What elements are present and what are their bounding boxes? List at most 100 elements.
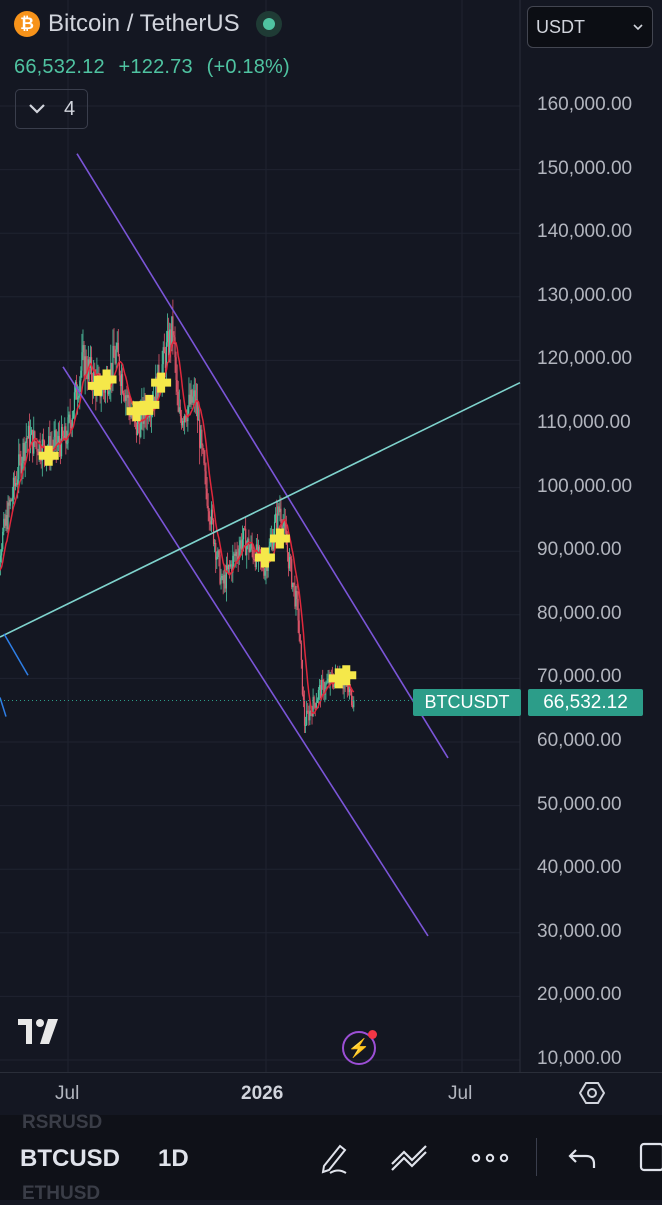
candle-body [226, 566, 227, 589]
candle-body [29, 426, 30, 450]
more-icon[interactable] [470, 1140, 510, 1176]
candle-body [80, 371, 81, 381]
currency-select[interactable]: USDT [527, 6, 653, 48]
interval-selector[interactable]: 1D [158, 1145, 189, 1173]
candle-body [19, 454, 20, 456]
candle-body [244, 529, 245, 530]
candle-body [163, 347, 164, 364]
candle-body [223, 576, 224, 583]
candle-body [295, 591, 296, 607]
symbol-title[interactable]: Bitcoin / TetherUS [48, 10, 240, 38]
candle-body [178, 392, 179, 412]
candle-body [320, 685, 321, 698]
candle-body [292, 583, 293, 587]
candle-body [168, 331, 169, 355]
flash-icon[interactable]: ⚡ [342, 1031, 376, 1065]
candle-body [170, 329, 171, 345]
candle-body [227, 566, 228, 570]
candle-body [193, 396, 194, 402]
candle-body [298, 599, 299, 621]
settings-icon[interactable] [579, 1080, 605, 1106]
candle-body [246, 545, 247, 556]
candle-body [128, 395, 129, 406]
toolbar-divider [536, 1138, 537, 1176]
candle-body [85, 356, 86, 376]
candle-body [18, 454, 19, 479]
candle-body [210, 521, 211, 524]
time-axis[interactable]: Jul 2026 Jul [0, 1072, 662, 1115]
candle-body [122, 374, 123, 393]
price-tick-label: 110,000.00 [537, 412, 631, 434]
candle-body [56, 430, 57, 446]
candle-body [111, 363, 112, 377]
candle-body [165, 353, 166, 368]
candle-body [25, 443, 26, 461]
candle-body [70, 415, 71, 423]
candle-body [314, 697, 315, 703]
pen-icon[interactable] [316, 1140, 352, 1176]
candle-body [71, 423, 72, 429]
candle-body [315, 703, 316, 708]
candle-body [112, 346, 113, 377]
candle-body [301, 643, 302, 660]
candle-body [1, 549, 2, 555]
time-label-jul: Jul [55, 1083, 79, 1105]
candle-body [237, 552, 238, 557]
price-tick-label: 80,000.00 [537, 603, 622, 625]
channel-upper-line [77, 154, 448, 758]
candle-body [305, 725, 306, 726]
candle-body [164, 347, 165, 353]
candle-body [304, 700, 305, 726]
price-tick-label: 40,000.00 [537, 857, 622, 879]
candle-body [37, 452, 38, 456]
candle-body [350, 689, 351, 690]
candle-body [316, 703, 317, 708]
candle-body [177, 380, 178, 392]
candle-body [275, 514, 276, 522]
candle-body [33, 431, 34, 453]
candle-body [326, 682, 327, 684]
candle-body [124, 396, 125, 401]
candle-body [171, 316, 172, 345]
layout-icon[interactable] [638, 1140, 662, 1176]
candle-body [259, 547, 260, 550]
candle-body [245, 529, 246, 555]
candle-body [136, 422, 137, 435]
candle-body [62, 427, 63, 436]
market-status-icon[interactable] [256, 11, 282, 37]
currency-value: USDT [536, 17, 585, 38]
candle-body [229, 565, 230, 567]
candle-body [68, 415, 69, 418]
candle-body [5, 515, 6, 526]
candle-body [308, 712, 309, 721]
candle-body [114, 358, 115, 364]
candle-body [263, 568, 264, 576]
candle-body [83, 345, 84, 376]
price-change: +122.73 [119, 56, 193, 78]
candle-body [76, 382, 77, 399]
candle-body [224, 575, 225, 584]
candle-body [16, 483, 17, 485]
candle-body [198, 420, 199, 421]
candle-body [288, 552, 289, 568]
undo-icon[interactable] [566, 1140, 598, 1176]
trend-tool-icon[interactable] [390, 1140, 430, 1176]
candle-body [167, 331, 168, 342]
candle-body [225, 575, 226, 589]
candle-body [185, 416, 186, 420]
price-tick-label: 120,000.00 [537, 348, 632, 370]
candle-body [104, 390, 105, 392]
channel-lower-line [63, 367, 428, 936]
indicators-toggle-button[interactable]: 4 [15, 89, 88, 129]
candle-body [212, 510, 213, 520]
candle-body [22, 443, 23, 463]
symbol-header[interactable]: ₿ Bitcoin / TetherUS [14, 10, 282, 38]
candle-body [66, 443, 67, 444]
candle-body [289, 557, 290, 568]
candle-body [183, 421, 184, 422]
candle-body [11, 500, 12, 501]
candle-body [290, 557, 291, 559]
symbol-selector[interactable]: BTCUSD [20, 1145, 120, 1173]
time-label-jul-2: Jul [448, 1083, 472, 1105]
candle-body [174, 337, 175, 357]
